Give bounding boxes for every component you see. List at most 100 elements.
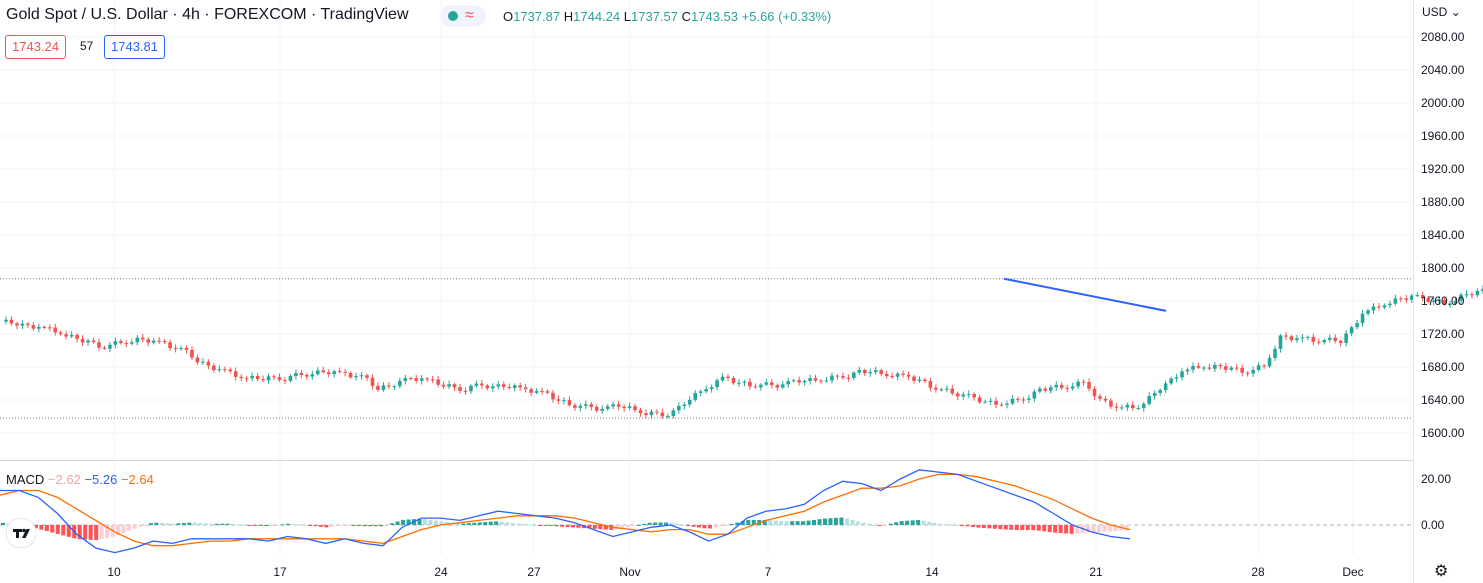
candle-body <box>1399 298 1403 300</box>
macd-histogram-bar <box>444 522 449 525</box>
candle-body <box>1448 303 1452 305</box>
time-tick-label: 24 <box>434 565 448 579</box>
macd-histogram-bar <box>735 522 740 525</box>
candle-body <box>1382 305 1387 308</box>
candle-body <box>1191 365 1195 370</box>
macd-histogram-bar <box>357 525 362 526</box>
macd-histogram-bar <box>335 525 340 526</box>
candle-body <box>119 341 123 344</box>
candle-body <box>1464 294 1469 296</box>
macd-histogram-bar <box>83 525 88 540</box>
macd-histogram-bar <box>88 525 93 540</box>
macd-histogram-bar <box>516 523 521 525</box>
macd-histogram-bar <box>932 522 937 525</box>
candle-body <box>605 406 610 409</box>
macd-histogram-bar <box>77 525 82 540</box>
macd-histogram-bar <box>823 518 827 525</box>
candle-body <box>988 400 993 402</box>
macd-legend[interactable]: MACD −2.62 −5.26 −2.64 <box>6 472 154 487</box>
macd-histogram-bar <box>592 525 597 529</box>
macd-histogram-bar <box>696 525 701 528</box>
candle-body <box>425 378 429 380</box>
candle-body <box>523 387 528 390</box>
candle-body <box>1371 306 1376 311</box>
settings-gear-icon[interactable]: ⚙ <box>1434 563 1449 580</box>
symbol-title[interactable]: Gold Spot / U.S. Dollar · 4h · FOREXCOM … <box>6 6 409 23</box>
candle-body <box>753 386 758 388</box>
macd-histogram-bar <box>675 523 680 525</box>
macd-histogram-bar <box>833 517 838 525</box>
candle-body <box>977 397 982 403</box>
macd-histogram-bar <box>307 525 312 526</box>
trendline[interactable] <box>1003 277 1167 312</box>
candle-body <box>1229 367 1234 370</box>
candle-body <box>551 392 555 400</box>
candle-body <box>622 406 626 409</box>
macd-histogram-bar <box>817 519 822 525</box>
candle-body <box>370 377 375 386</box>
buy-button[interactable]: 1743.81 <box>104 35 165 59</box>
macd-histogram-bar <box>362 525 367 527</box>
macd-line-value: −5.26 <box>84 472 118 487</box>
candle-body <box>584 404 588 406</box>
candle-body <box>1180 371 1184 378</box>
candle-body <box>895 373 900 377</box>
macd-histogram-bar <box>116 525 121 536</box>
macd-histogram-bar <box>61 525 66 536</box>
macd-histogram-value: −2.62 <box>47 472 81 487</box>
macd-histogram-bar <box>291 524 296 526</box>
candle-body <box>955 393 960 397</box>
trendline-segment[interactable] <box>1003 277 1167 312</box>
price-tick-label: 1840.00 <box>1421 228 1465 242</box>
candle-body <box>999 404 1004 406</box>
candle-body <box>748 381 752 387</box>
candle-body <box>1262 365 1266 367</box>
candle-body <box>873 370 878 373</box>
sell-button[interactable]: 1743.24 <box>5 35 66 59</box>
candle-body <box>255 375 260 380</box>
candle-body <box>518 385 522 388</box>
macd-histogram-bar <box>691 525 696 527</box>
candle-body <box>1234 367 1239 369</box>
macd-histogram-bar <box>1020 525 1025 531</box>
candle-body <box>239 376 244 379</box>
ohlc-readout: O1737.87 H1744.24 L1737.57 C1743.53 +5.6… <box>503 9 831 24</box>
price-axis[interactable]: 2080.00 2040.00 2000.00 1960.00 1920.00 1880.… <box>1421 30 1465 440</box>
tradingview-logo-icon[interactable] <box>6 518 36 548</box>
currency-selector[interactable]: USD ⌄ <box>1422 5 1461 19</box>
macd-histogram-bar <box>587 525 592 529</box>
macd-histogram-bar <box>187 522 192 525</box>
candle-body <box>1481 289 1483 291</box>
macd-histogram-bar <box>406 519 411 525</box>
macd-histogram-bar <box>1025 525 1030 531</box>
time-axis[interactable]: 10 17 24 27 Nov 7 14 21 28 Dec <box>107 565 1363 579</box>
candle-body <box>1366 310 1370 314</box>
time-tick-label: 10 <box>107 565 121 579</box>
macd-histogram-bar <box>603 525 608 530</box>
indicator-status-pill[interactable] <box>440 5 486 27</box>
candle-body <box>179 348 183 350</box>
macd-histogram-bar <box>844 518 849 525</box>
candle-body <box>835 375 840 377</box>
time-tick-label: Dec <box>1342 565 1363 579</box>
candle-body <box>1163 383 1168 391</box>
candle-body <box>862 370 867 374</box>
candle-body <box>1442 299 1447 305</box>
candle-body <box>305 375 309 377</box>
candle-body <box>474 383 479 386</box>
candle-body <box>1289 336 1294 341</box>
macd-histogram-bar <box>949 524 954 526</box>
candle-body <box>1393 298 1398 304</box>
candle-body <box>140 337 145 340</box>
macd-histogram-bar <box>543 525 548 526</box>
candle-body <box>37 326 41 329</box>
macd-histogram-bar <box>181 522 186 525</box>
candle-body <box>430 379 435 381</box>
macd-histogram-bar <box>801 521 806 525</box>
macd-signal-line <box>0 473 1131 547</box>
candle-body <box>1278 335 1283 349</box>
macd-histogram-bar <box>970 525 975 528</box>
candle-body <box>961 394 966 397</box>
